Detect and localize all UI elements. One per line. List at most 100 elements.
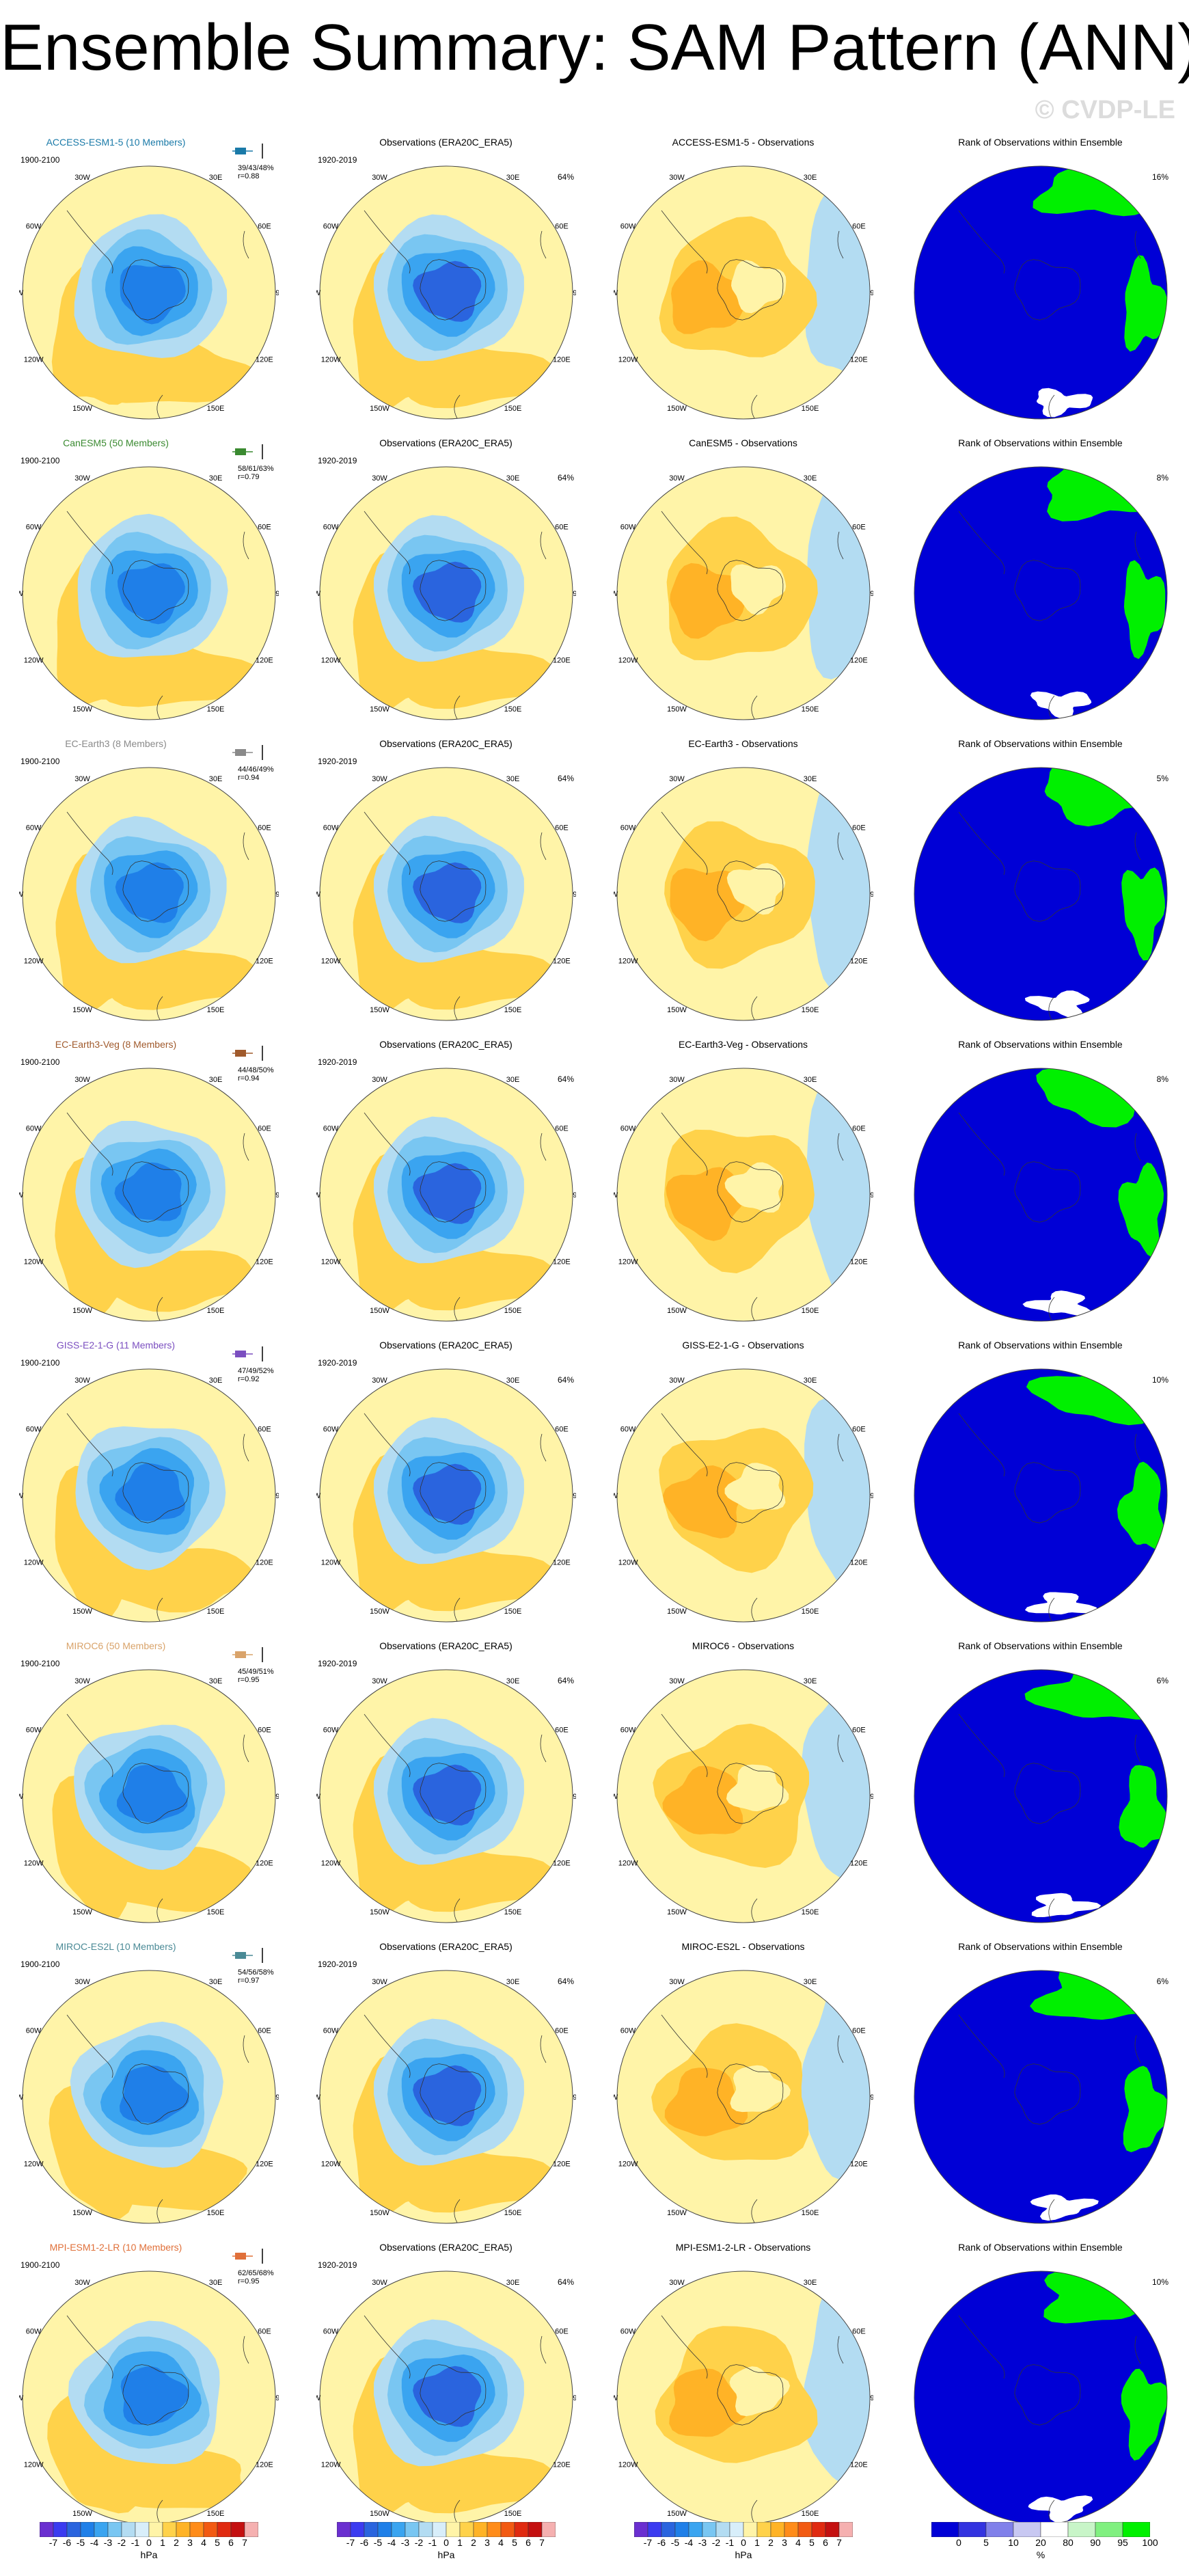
lon-label: 120E xyxy=(553,1258,571,1266)
south-america-coastline xyxy=(958,2315,1005,2379)
lon-label: 150W xyxy=(667,1608,687,1616)
lon-label: 120E xyxy=(850,2461,868,2469)
lon-label: 120E xyxy=(850,2160,868,2169)
lon-label: 0 xyxy=(444,1065,448,1066)
lon-label: 120W xyxy=(618,1559,638,1567)
lon-label: 150W xyxy=(667,705,687,714)
difference-map: 030E60E90E120E150E180150W120W90W60W30W xyxy=(614,764,873,1021)
lon-label: 150E xyxy=(802,705,819,714)
model-period: 1900-2100 xyxy=(20,1057,60,1067)
colorbar-tick-label: -2 xyxy=(711,2537,721,2548)
lon-label: 150W xyxy=(370,405,390,413)
negative-anomaly-core xyxy=(413,1463,482,1525)
colorbar-swatch xyxy=(1067,2522,1096,2537)
lon-label: 0 xyxy=(444,2268,448,2269)
lon-label: 30W xyxy=(669,1978,685,1986)
colorbar-tick-label: -6 xyxy=(657,2537,666,2548)
lon-label: 60E xyxy=(555,2328,569,2336)
obs-title: Observations (ERA20C_ERA5) xyxy=(379,1039,512,1050)
percent-colorbar: 0 5 10 20 80 90 95 100% xyxy=(931,2522,1158,2560)
antarctica-coastline xyxy=(122,1161,189,1223)
obs-panel: Observations (ERA20C_ERA5) 1920-2019 64% 0 3… xyxy=(297,1326,594,1627)
spread-boxplot xyxy=(232,144,263,159)
model-panel: ACCESS-ESM1-5 (10 Members) 1900-2100 39/43… xyxy=(0,123,297,424)
south-america-coastline xyxy=(661,1413,708,1477)
colorbar-tick-label: 3 xyxy=(782,2537,787,2548)
south-america-coastline xyxy=(66,1413,113,1477)
colorbar-swatch xyxy=(148,2522,163,2537)
south-america-coastline xyxy=(66,210,113,274)
lon-label: 150E xyxy=(504,2510,522,2518)
lon-label: 0 xyxy=(147,2268,151,2269)
pattern-correlation: r=0.94 xyxy=(238,1074,260,1083)
model-title: MIROC6 (50 Members) xyxy=(66,1640,166,1651)
colorbar-swatch xyxy=(715,2522,730,2537)
africa-coastline xyxy=(243,1133,249,1161)
map-boundary xyxy=(22,767,276,1021)
lon-label: 90W xyxy=(19,289,24,297)
obs-pct-variance: 64% xyxy=(557,2277,574,2287)
lon-label: 60W xyxy=(323,524,339,532)
lon-label: 150E xyxy=(504,705,522,714)
colorbar-swatch xyxy=(217,2522,232,2537)
negative-anomaly-core xyxy=(116,1765,188,1823)
obs-period: 1920-2019 xyxy=(318,155,357,165)
obs-pct-variance: 64% xyxy=(557,473,574,483)
obs-sam-map: 030E60E90E120E150E180150W120W90W60W30W xyxy=(316,2268,576,2525)
lon-label: 0 xyxy=(147,1366,151,1367)
lon-label: 120W xyxy=(321,1559,341,1567)
antarctica-coastline xyxy=(717,1161,784,1223)
lon-label: 60E xyxy=(555,824,569,832)
map-boundary xyxy=(914,1068,1168,1322)
antarctica-coastline xyxy=(717,860,784,922)
colorbar-swatch xyxy=(838,2522,853,2537)
lon-label: 0 xyxy=(147,1967,151,1968)
rank-pct: 8% xyxy=(1156,1074,1168,1084)
colorbar-tick-label: 3 xyxy=(484,2537,490,2548)
colorbar-swatches xyxy=(931,2522,1150,2537)
rank-title: Rank of Observations within Ensemble xyxy=(958,137,1123,148)
rank-title: Rank of Observations within Ensemble xyxy=(958,1640,1123,1651)
colorbar-swatch xyxy=(432,2522,447,2537)
rank-title: Rank of Observations within Ensemble xyxy=(958,1340,1123,1351)
lon-label: 120W xyxy=(618,1860,638,1868)
lon-label: 60W xyxy=(323,2328,339,2336)
negative-anomaly-core xyxy=(115,862,184,923)
lon-label: 120E xyxy=(553,2160,571,2169)
diff-panel: EC-Earth3 - Observations 0 30E 60E 90E 120E 15… xyxy=(594,724,892,1025)
lon-label: 120E xyxy=(256,657,273,665)
spread-boxplot xyxy=(232,1046,263,1061)
positive-anomaly-region xyxy=(671,260,747,334)
lon-label: 150E xyxy=(504,1608,522,1616)
negative-anomaly-core xyxy=(413,561,482,623)
rank-high-region xyxy=(1043,2271,1167,2324)
south-america-coastline xyxy=(958,511,1005,575)
new-zealand-coastline xyxy=(156,695,163,720)
colorbar-swatch xyxy=(729,2522,744,2537)
lon-label: 30E xyxy=(209,1377,223,1385)
colorbar-swatch xyxy=(661,2522,676,2537)
africa-coastline xyxy=(1134,832,1141,860)
lon-label: 120E xyxy=(256,1258,273,1266)
pct-variance-stats: 54/56/58% r=0.97 xyxy=(238,1968,274,1985)
model-sam-map: 030E60E90E120E150E180150W120W90W60W30W xyxy=(19,1967,279,2224)
lon-label: 90W xyxy=(316,2093,321,2102)
obs-period: 1920-2019 xyxy=(318,1960,357,1969)
lon-label: 120W xyxy=(24,2461,44,2469)
obs-pct-variance: 64% xyxy=(557,1375,574,1385)
south-america-coastline xyxy=(364,1713,411,1778)
lon-label: 120E xyxy=(256,2461,273,2469)
africa-coastline xyxy=(243,2035,249,2063)
colorbar-swatch xyxy=(1122,2522,1150,2537)
lon-label: 90W xyxy=(614,891,618,899)
new-zealand-coastline xyxy=(1048,2499,1055,2524)
colorbar-tick-label: 2 xyxy=(768,2537,774,2548)
lon-label: 150E xyxy=(504,1006,522,1014)
colorbar-swatches xyxy=(337,2522,556,2537)
lon-label: 120E xyxy=(850,657,868,665)
rank-high-region xyxy=(1121,867,1165,961)
lon-label: 30E xyxy=(804,2279,817,2287)
obs-sam-map: 030E60E90E120E150E180150W120W90W60W30W xyxy=(316,463,576,720)
lon-label: 60W xyxy=(26,1125,42,1133)
colorbar-tick-label: -5 xyxy=(670,2537,680,2548)
